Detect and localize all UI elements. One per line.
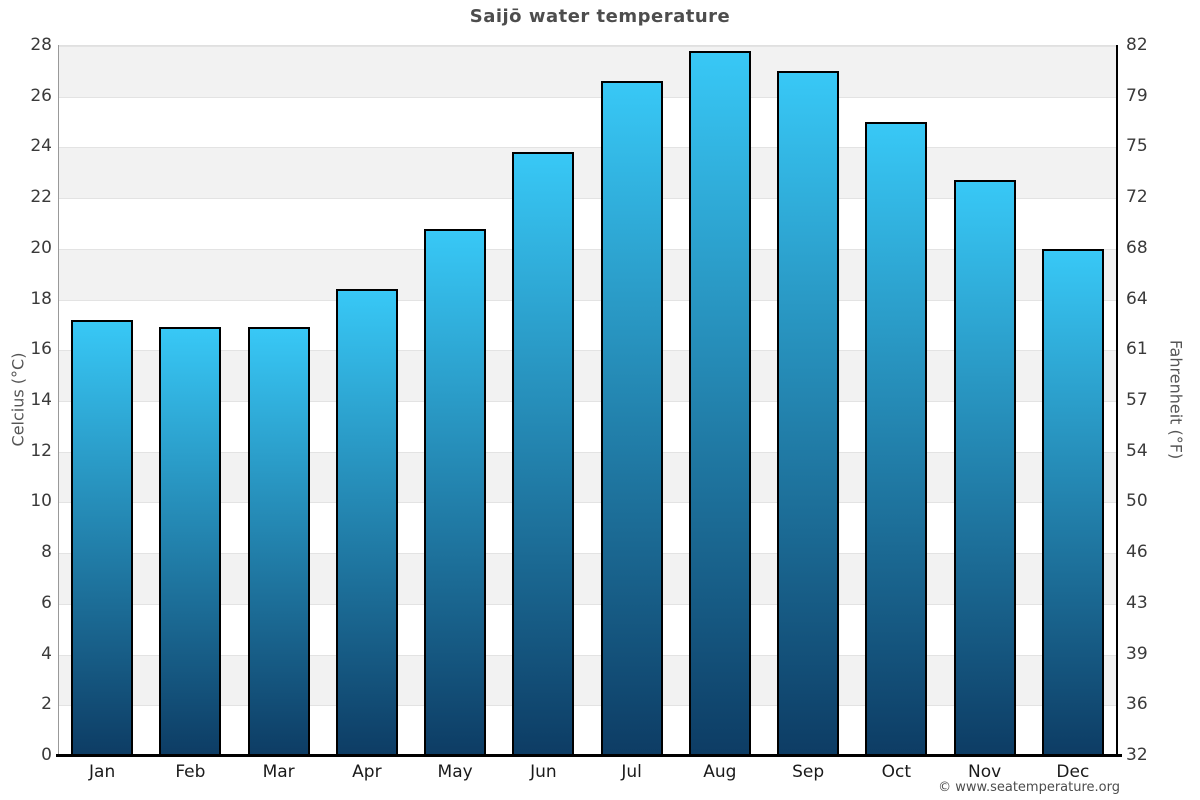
right-axis-line — [1116, 45, 1118, 756]
fahrenheit-tick-39: 39 — [1126, 643, 1148, 664]
celsius-tick-26: 26 — [30, 85, 52, 106]
bar-apr — [335, 289, 398, 756]
celsius-tick-14: 14 — [30, 390, 52, 410]
grid-band — [58, 654, 1117, 706]
grid-band — [58, 350, 1117, 401]
fahrenheit-tick-75: 75 — [1126, 136, 1148, 157]
grid-band — [58, 198, 1117, 249]
bar-jul — [600, 81, 663, 756]
grid-band — [58, 248, 1117, 300]
bottom-axis-line — [56, 754, 1122, 757]
celsius-tick-10: 10 — [30, 491, 52, 512]
month-label-jul: Jul — [621, 762, 642, 782]
fahrenheit-tick-57: 57 — [1126, 390, 1148, 410]
month-label-aug: Aug — [703, 762, 737, 782]
celsius-tick-2: 2 — [41, 694, 52, 715]
bar-mar — [247, 327, 310, 756]
celsius-tick-24: 24 — [30, 136, 52, 157]
celsius-tick-6: 6 — [41, 592, 52, 613]
celsius-tick-28: 28 — [30, 35, 52, 55]
month-label-oct: Oct — [881, 762, 912, 782]
month-label-sep: Sep — [792, 762, 825, 782]
fahrenheit-tick-43: 43 — [1126, 592, 1148, 613]
bar-jun — [512, 152, 575, 756]
grid-band — [58, 46, 1117, 97]
fahrenheit-tick-72: 72 — [1126, 187, 1148, 208]
fahrenheit-tick-46: 46 — [1126, 542, 1148, 563]
bar-aug — [688, 51, 751, 756]
grid-band — [58, 96, 1117, 148]
bar-jan — [71, 320, 134, 756]
celsius-tick-16: 16 — [30, 339, 52, 360]
fahrenheit-tick-61: 61 — [1126, 339, 1148, 360]
fahrenheit-tick-36: 36 — [1126, 694, 1148, 715]
celsius-tick-0: 0 — [41, 745, 52, 765]
celsius-tick-18: 18 — [30, 288, 52, 309]
bar-dec — [1041, 249, 1104, 756]
plot-area — [58, 45, 1117, 756]
fahrenheit-tick-79: 79 — [1126, 85, 1148, 106]
fahrenheit-tick-50: 50 — [1126, 491, 1148, 512]
month-label-jun: Jun — [530, 762, 557, 782]
copyright-text: © www.seatemperature.org — [938, 780, 1120, 795]
fahrenheit-axis-label: Fahrenheit (°F) — [1166, 339, 1186, 460]
grid-band — [58, 553, 1117, 604]
grid-band — [58, 451, 1117, 503]
grid-band — [58, 705, 1117, 756]
celsius-tick-8: 8 — [41, 542, 52, 563]
celsius-tick-20: 20 — [30, 237, 52, 258]
month-label-jan: Jan — [89, 762, 116, 782]
month-label-apr: Apr — [352, 762, 382, 782]
celsius-tick-4: 4 — [41, 643, 52, 664]
bar-feb — [159, 327, 222, 756]
month-label-dec: Dec — [1056, 762, 1090, 782]
fahrenheit-tick-64: 64 — [1126, 288, 1148, 309]
month-label-feb: Feb — [175, 762, 206, 782]
celsius-tick-12: 12 — [30, 440, 52, 461]
grid-band — [58, 299, 1117, 351]
grid-band — [58, 147, 1117, 199]
grid-band — [58, 401, 1117, 452]
celsius-tick-22: 22 — [30, 187, 52, 208]
chart-title: Saijō water temperature — [469, 6, 731, 27]
left-axis-line — [58, 45, 59, 755]
month-label-nov: Nov — [968, 762, 1002, 782]
bar-sep — [777, 71, 840, 756]
fahrenheit-tick-82: 82 — [1126, 35, 1148, 55]
celsius-axis-label: Celcius (°C) — [8, 352, 28, 447]
fahrenheit-tick-68: 68 — [1126, 237, 1148, 258]
grid-band — [58, 502, 1117, 554]
month-label-may: May — [437, 762, 473, 782]
month-label-mar: Mar — [262, 762, 295, 782]
bar-oct — [865, 122, 928, 756]
grid-band — [58, 603, 1117, 655]
fahrenheit-tick-54: 54 — [1126, 440, 1148, 461]
bar-nov — [953, 180, 1016, 756]
bar-may — [424, 229, 487, 756]
fahrenheit-tick-32: 32 — [1126, 745, 1148, 765]
